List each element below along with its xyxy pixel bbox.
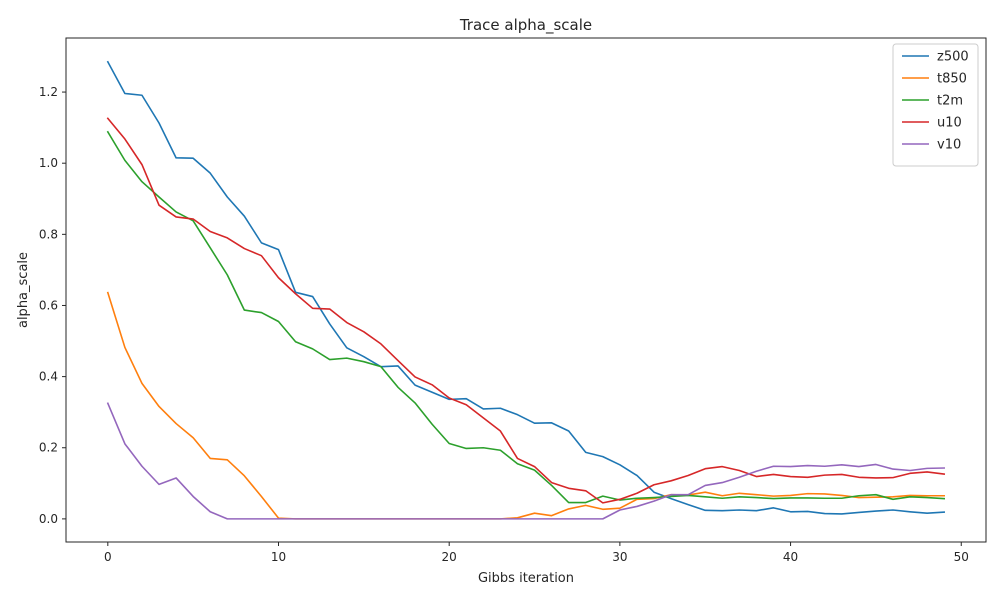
x-tick-label: 30 <box>612 550 627 564</box>
legend-box <box>892 43 979 167</box>
y-tick-label: 0.8 <box>39 227 58 241</box>
y-tick-label: 0.2 <box>39 441 58 455</box>
x-tick-label: 10 <box>271 550 286 564</box>
x-tick-label: 0 <box>104 550 112 564</box>
plot-frame <box>65 37 987 543</box>
legend-label-t2m: t2m <box>937 94 963 109</box>
series-layer <box>106 60 946 520</box>
chart-title: Trace alpha_scale <box>459 16 592 35</box>
series-line-u10 <box>106 117 946 504</box>
series-line-t2m <box>106 130 946 504</box>
y-tick-label: 1.0 <box>39 156 58 170</box>
x-tick-label: 40 <box>783 550 798 564</box>
legend-label-v10: v10 <box>937 138 961 153</box>
series-line-t850 <box>106 291 945 520</box>
y-axis: 0.0 0.2 0.4 0.6 0.8 1.0 1.2 <box>39 85 66 526</box>
legend: z500 t850 t2m u10 v10 <box>892 43 979 167</box>
legend-label-z500: z500 <box>937 50 969 65</box>
series-line-z500 <box>106 60 946 515</box>
y-tick-label: 0.6 <box>39 298 58 312</box>
series-line-v10 <box>106 402 945 520</box>
y-tick-label: 1.2 <box>39 85 58 99</box>
x-tick-label: 50 <box>954 550 969 564</box>
legend-label-t850: t850 <box>937 72 967 87</box>
legend-label-u10: u10 <box>937 116 962 131</box>
x-axis: 0 10 20 30 40 50 <box>104 542 969 564</box>
x-axis-label: Gibbs iteration <box>478 571 574 586</box>
y-tick-label: 0.0 <box>39 512 58 526</box>
y-tick-label: 0.4 <box>39 370 58 384</box>
y-axis-label: alpha_scale <box>16 252 31 328</box>
x-tick-label: 20 <box>442 550 457 564</box>
